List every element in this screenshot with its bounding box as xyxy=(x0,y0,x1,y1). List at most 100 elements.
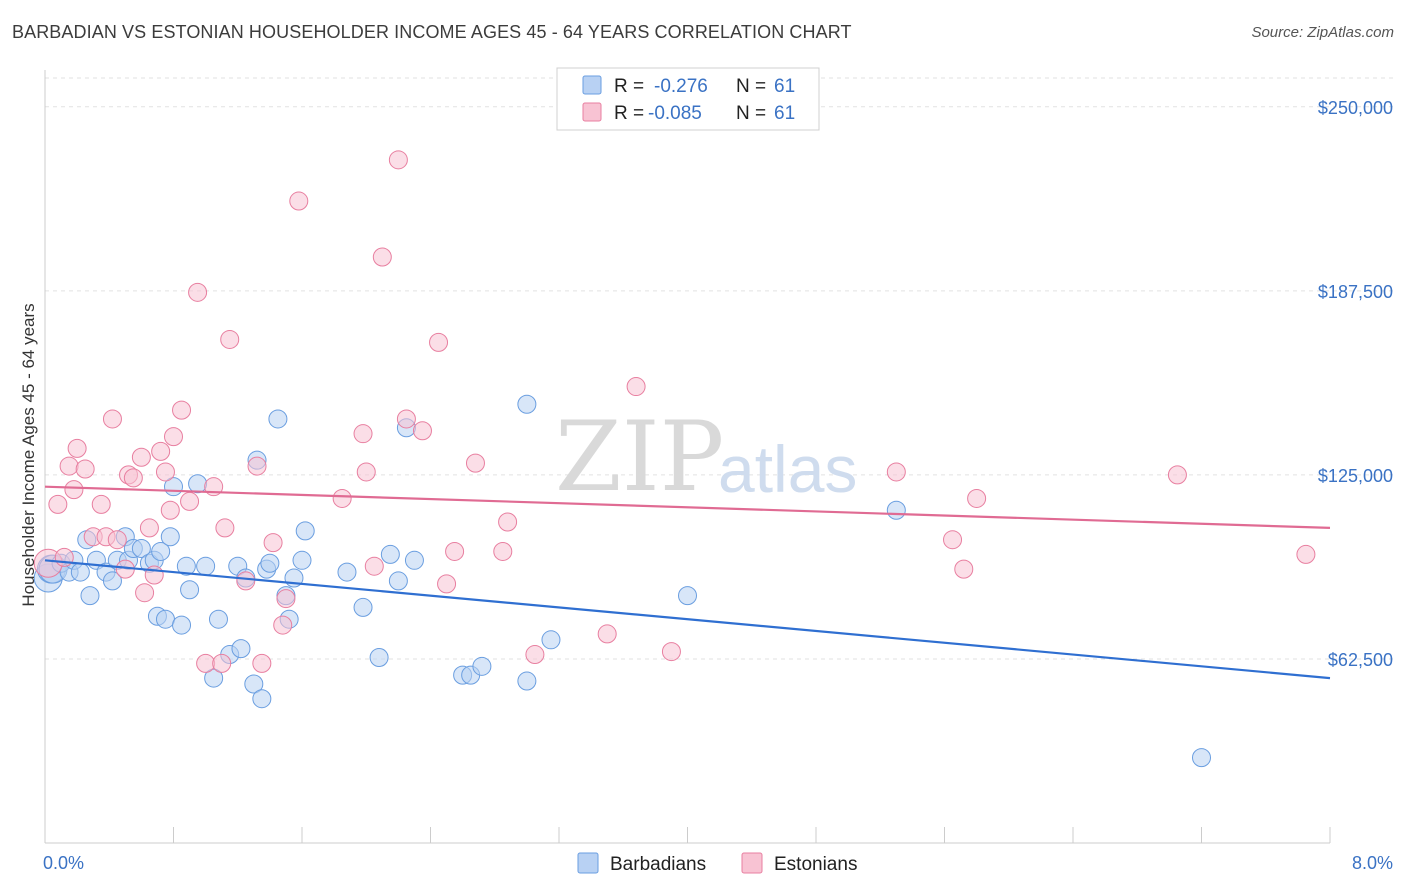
point-barbadians xyxy=(176,556,196,576)
point-barbadians xyxy=(380,544,400,564)
point-estonians xyxy=(1167,465,1187,485)
point-estonians xyxy=(180,491,200,511)
point-estonians xyxy=(437,574,457,594)
point-estonians xyxy=(236,571,256,591)
point-barbadians xyxy=(208,609,228,629)
point-estonians xyxy=(967,488,987,508)
point-barbadians xyxy=(541,630,561,650)
point-estonians xyxy=(164,427,183,447)
point-estonians xyxy=(388,150,408,170)
point-estonians xyxy=(135,583,155,603)
point-barbadians xyxy=(1192,748,1211,768)
point-estonians xyxy=(886,462,906,482)
y-axis-title: Householder Income Ages 45 - 64 years xyxy=(19,303,38,606)
point-estonians xyxy=(215,518,235,538)
point-barbadians xyxy=(252,689,272,709)
point-barbadians xyxy=(353,597,373,617)
point-barbadians xyxy=(268,409,288,429)
point-estonians xyxy=(273,615,293,635)
point-estonians xyxy=(465,453,485,473)
y-tick-label: $125,000 xyxy=(1318,466,1393,486)
point-estonians xyxy=(263,533,283,553)
point-estonians xyxy=(160,500,180,520)
point-estonians xyxy=(445,541,465,561)
tick-labels: $62,500 $125,000 $187,500 $250,000 0.0% 8.0% xyxy=(43,98,1393,873)
trend-line-estonians xyxy=(44,485,1331,530)
point-estonians xyxy=(353,424,373,444)
point-estonians xyxy=(252,653,272,673)
x-tick-label-max: 8.0% xyxy=(1352,853,1393,873)
legend-r-value-estonians: -0.085 xyxy=(648,103,702,124)
point-barbadians xyxy=(172,615,192,635)
point-estonians xyxy=(372,247,392,267)
bottom-legend-label-estonians: Estonians xyxy=(774,854,857,875)
point-barbadians xyxy=(188,474,208,494)
point-estonians xyxy=(91,494,111,514)
point-barbadians xyxy=(292,550,312,570)
point-barbadians xyxy=(260,553,280,573)
point-barbadians xyxy=(131,539,151,559)
legend-n-value-barbadians: 61 xyxy=(774,76,795,97)
point-estonians xyxy=(67,438,87,458)
stats-legend: R = -0.276 N = 61 R = -0.085 N = 61 xyxy=(556,67,820,131)
bottom-legend-label-barbadians: Barbadians xyxy=(610,854,706,875)
point-barbadians xyxy=(196,556,216,576)
point-barbadians xyxy=(369,647,389,667)
axes xyxy=(44,70,1331,844)
point-estonians xyxy=(172,400,192,420)
point-estonians xyxy=(626,377,646,397)
point-estonians xyxy=(525,645,545,665)
point-barbadians xyxy=(80,586,100,606)
point-estonians xyxy=(48,494,68,514)
point-estonians xyxy=(64,480,84,500)
point-estonians xyxy=(332,488,352,508)
point-barbadians xyxy=(337,562,357,582)
point-estonians xyxy=(364,556,384,576)
y-tick-label: $250,000 xyxy=(1318,98,1393,118)
watermark: ZIP atlas xyxy=(555,401,857,513)
point-barbadians xyxy=(244,674,264,694)
point-estonians xyxy=(155,462,175,482)
point-estonians xyxy=(212,653,232,673)
point-estonians xyxy=(356,462,376,482)
point-estonians xyxy=(220,329,240,349)
point-estonians xyxy=(59,456,79,476)
point-barbadians xyxy=(678,586,697,606)
point-estonians xyxy=(188,282,208,302)
point-estonians xyxy=(493,541,513,561)
trend-line-barbadians xyxy=(44,559,1331,680)
point-estonians xyxy=(412,421,432,441)
trend-lines xyxy=(44,485,1331,680)
point-barbadians xyxy=(472,656,492,676)
x-tick-label-min: 0.0% xyxy=(43,853,84,873)
point-barbadians xyxy=(155,609,175,629)
point-estonians xyxy=(102,409,122,429)
point-estonians xyxy=(151,441,171,461)
legend-n-label-barbadians: N = xyxy=(736,76,766,97)
series-legend: Barbadians Estonians xyxy=(577,852,857,875)
point-estonians xyxy=(247,456,267,476)
legend-n-value-estonians: 61 xyxy=(774,103,795,124)
point-estonians xyxy=(498,512,518,532)
chart-title: BARBADIAN VS ESTONIAN HOUSEHOLDER INCOME… xyxy=(12,22,852,42)
point-barbadians xyxy=(517,671,537,691)
point-estonians xyxy=(75,459,95,479)
point-estonians xyxy=(661,642,681,662)
point-barbadians xyxy=(295,521,315,541)
point-estonians xyxy=(1296,544,1316,564)
y-tick-label: $187,500 xyxy=(1318,282,1393,302)
point-estonians xyxy=(139,518,159,538)
legend-r-label-barbadians: R = xyxy=(614,76,644,97)
watermark-atlas: atlas xyxy=(718,432,857,506)
point-barbadians xyxy=(151,541,171,561)
point-estonians xyxy=(429,332,449,352)
point-barbadians xyxy=(517,394,537,414)
legend-swatch-estonians xyxy=(582,102,602,122)
point-estonians xyxy=(943,530,963,550)
point-estonians xyxy=(954,559,974,579)
point-estonians xyxy=(396,409,416,429)
point-barbadians xyxy=(160,527,180,547)
point-barbadians xyxy=(388,571,408,591)
data-points xyxy=(33,150,1316,768)
